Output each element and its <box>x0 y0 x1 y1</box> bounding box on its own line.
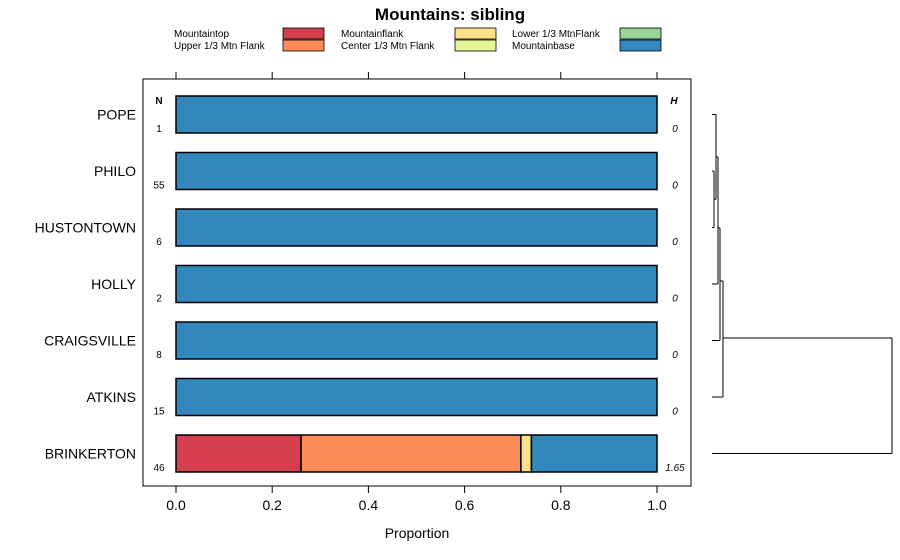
n-label-brinkerton: 46 <box>153 463 165 474</box>
category-label-pope: POPE <box>97 107 136 123</box>
category-label-brinkerton: BRINKERTON <box>45 446 136 462</box>
row-brinkerton: BRINKERTON 46 1.65 <box>45 434 685 474</box>
h-label-holly: 0 <box>672 294 678 305</box>
row-hustontown: HUSTONTOWN 6 0 <box>35 208 678 248</box>
x-tick-label-0: 0.0 <box>166 497 186 513</box>
x-axis: 0.0 0.2 0.4 0.6 0.8 1.0 <box>166 486 667 513</box>
bar-atkins-mountainbase <box>175 377 658 417</box>
plot-frame <box>142 78 692 487</box>
h-label-philo: 0 <box>672 181 678 192</box>
legend-swatch-center-1-3-mtn-flank <box>454 39 497 52</box>
legend-swatch-mountaintop <box>282 27 325 40</box>
dendrogram <box>712 114 893 454</box>
h-column-header: H <box>670 96 678 107</box>
n-label-craigsville: 8 <box>156 350 162 361</box>
h-label-pope: 0 <box>672 124 678 135</box>
legend-label-center-1-3-mtn-flank: Center 1/3 Mtn Flank <box>341 41 435 52</box>
h-label-brinkerton: 1.65 <box>665 463 685 474</box>
row-craigsville: CRAIGSVILLE 8 0 <box>44 321 678 361</box>
row-holly: HOLLY 2 0 <box>91 264 678 305</box>
x-tick-label-1: 0.2 <box>262 497 282 513</box>
legend-swatch-lower-1-3-mtnflank <box>619 27 662 40</box>
legend-swatch-upper-1-3-mtn-flank <box>282 39 325 52</box>
n-column-header: N <box>155 96 162 107</box>
x-tick-label-5: 1.0 <box>647 497 667 513</box>
row-pope: POPE 1 0 <box>97 95 678 135</box>
bar-pope-mountainbase <box>175 95 658 134</box>
legend-label-upper-1-3-mtn-flank: Upper 1/3 Mtn Flank <box>174 41 266 52</box>
category-label-craigsville: CRAIGSVILLE <box>44 333 136 349</box>
row-philo: PHILO 55 0 <box>94 151 678 192</box>
category-label-atkins: ATKINS <box>86 389 136 405</box>
x-tick-label-2: 0.4 <box>359 497 379 513</box>
bar-hustontown-mountainbase <box>175 208 658 247</box>
bar-brinkerton-mountaintop <box>175 434 302 473</box>
category-label-hustontown: HUSTONTOWN <box>35 220 136 236</box>
top-ticks <box>175 72 658 79</box>
h-label-atkins: 0 <box>672 407 678 418</box>
bar-brinkerton-mountainbase <box>530 434 658 473</box>
h-label-craigsville: 0 <box>672 350 678 361</box>
x-tick-label-4: 0.8 <box>551 497 571 513</box>
n-label-pope: 1 <box>156 124 162 135</box>
legend-swatch-mountainflank <box>454 27 497 40</box>
bar-philo-mountainbase <box>175 151 658 191</box>
n-label-philo: 55 <box>153 181 165 192</box>
n-label-holly: 2 <box>156 294 162 305</box>
bar-brinkerton-upper-1-3-mtn-flank <box>300 434 522 473</box>
h-label-hustontown: 0 <box>672 237 678 248</box>
category-label-philo: PHILO <box>94 163 136 179</box>
legend-label-lower-1-3-mtnflank: Lower 1/3 MtnFlank <box>512 29 601 40</box>
x-axis-title: Proportion <box>385 525 450 541</box>
legend-label-mountainflank: Mountainflank <box>341 29 404 40</box>
chart-title: Mountains: sibling <box>375 5 525 24</box>
n-label-atkins: 15 <box>153 407 165 418</box>
legend-label-mountainbase: Mountainbase <box>512 41 575 52</box>
bar-holly-mountainbase <box>175 264 658 304</box>
n-label-hustontown: 6 <box>156 237 162 248</box>
category-label-holly: HOLLY <box>91 276 137 292</box>
row-atkins: ATKINS 15 0 <box>86 377 678 418</box>
legend-swatch-mountainbase <box>619 39 662 52</box>
x-tick-label-3: 0.6 <box>455 497 475 513</box>
legend-label-mountaintop: Mountaintop <box>174 29 229 40</box>
bar-craigsville-mountainbase <box>175 321 658 360</box>
bar-brinkerton-mountainflank <box>520 434 533 473</box>
